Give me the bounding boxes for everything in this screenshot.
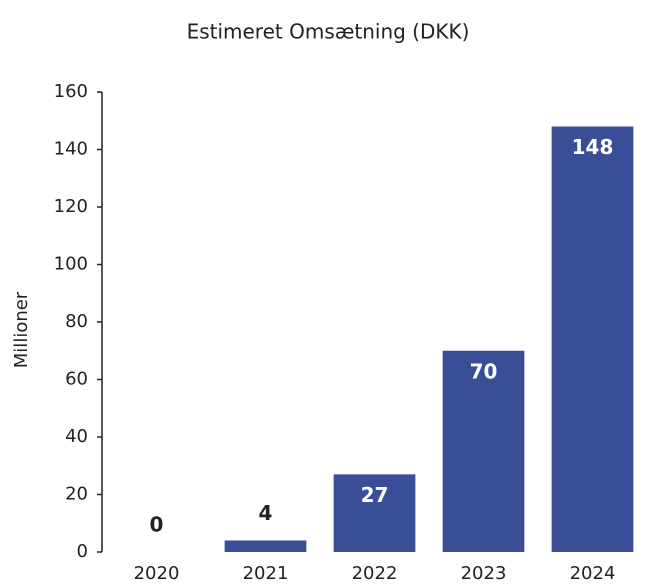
x-tick-label: 2022 bbox=[352, 563, 398, 584]
y-tick-label: 120 bbox=[54, 196, 88, 217]
data-label: 148 bbox=[572, 135, 614, 159]
data-label: 4 bbox=[259, 501, 273, 525]
x-tick-label: 2024 bbox=[570, 563, 616, 584]
bar bbox=[442, 350, 525, 552]
data-label: 27 bbox=[361, 483, 389, 507]
data-label: 0 bbox=[150, 513, 164, 537]
y-tick-label: 160 bbox=[54, 81, 88, 102]
bar bbox=[224, 540, 307, 552]
chart-title: Estimeret Omsætning (DKK) bbox=[187, 20, 470, 44]
data-label: 70 bbox=[470, 359, 498, 383]
y-tick-label: 20 bbox=[65, 484, 88, 505]
bar bbox=[333, 474, 416, 552]
x-tick-label: 2020 bbox=[134, 563, 180, 584]
y-tick-label: 40 bbox=[65, 426, 88, 447]
y-axis-label: Millioner bbox=[11, 291, 32, 368]
y-tick-label: 60 bbox=[65, 369, 88, 390]
x-tick-label: 2023 bbox=[461, 563, 507, 584]
y-tick-label: 80 bbox=[65, 311, 88, 332]
y-tick-label: 140 bbox=[54, 139, 88, 160]
y-tick-label: 0 bbox=[77, 541, 88, 562]
bar bbox=[551, 126, 634, 552]
y-tick-label: 100 bbox=[54, 254, 88, 275]
x-tick-label: 2021 bbox=[243, 563, 289, 584]
